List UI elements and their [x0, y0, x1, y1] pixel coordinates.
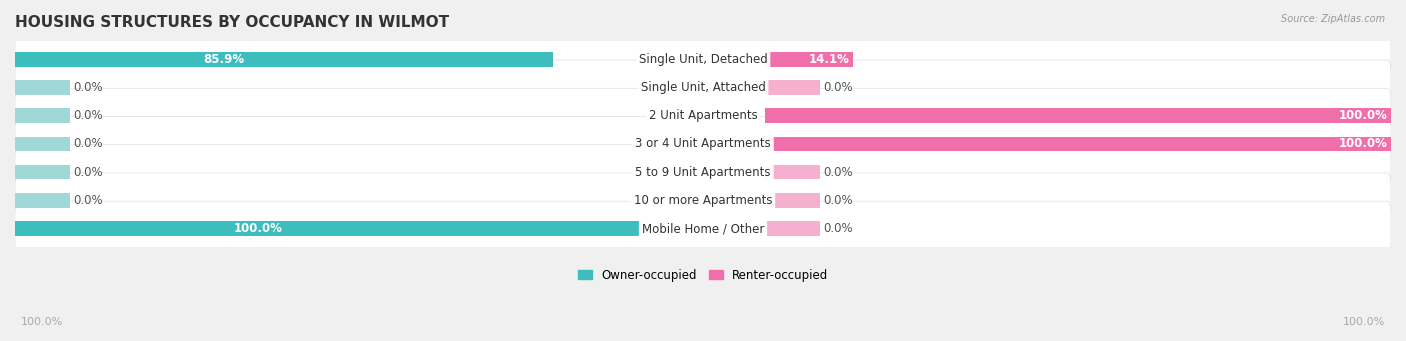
Text: 0.0%: 0.0% [824, 222, 853, 235]
Bar [765, 193, 820, 208]
Text: 100.0%: 100.0% [1339, 109, 1388, 122]
Bar [15, 217, 1391, 240]
Text: 85.9%: 85.9% [204, 53, 245, 66]
Text: 2 Unit Apartments: 2 Unit Apartments [648, 109, 758, 122]
Bar [15, 165, 70, 179]
Text: 0.0%: 0.0% [824, 166, 853, 179]
Text: Single Unit, Attached: Single Unit, Attached [641, 81, 765, 94]
Text: 14.1%: 14.1% [808, 53, 849, 66]
FancyBboxPatch shape [15, 201, 1391, 256]
Bar [15, 136, 70, 151]
Text: Single Unit, Detached: Single Unit, Detached [638, 53, 768, 66]
Text: 100.0%: 100.0% [235, 222, 283, 235]
Text: 10 or more Apartments: 10 or more Apartments [634, 194, 772, 207]
Bar [765, 165, 820, 179]
Text: 0.0%: 0.0% [73, 137, 103, 150]
Text: Mobile Home / Other: Mobile Home / Other [641, 222, 765, 235]
Bar [15, 132, 1391, 156]
Bar [15, 108, 70, 123]
Text: 100.0%: 100.0% [1343, 317, 1385, 327]
Bar [15, 104, 1391, 128]
Text: 0.0%: 0.0% [824, 81, 853, 94]
Bar [765, 221, 820, 236]
Bar [15, 75, 1391, 100]
FancyBboxPatch shape [15, 32, 1391, 87]
Bar [15, 160, 1391, 184]
Text: 0.0%: 0.0% [824, 194, 853, 207]
Text: 0.0%: 0.0% [73, 194, 103, 207]
Bar [15, 52, 553, 66]
Text: 5 to 9 Unit Apartments: 5 to 9 Unit Apartments [636, 166, 770, 179]
Bar [15, 47, 1391, 71]
Text: 3 or 4 Unit Apartments: 3 or 4 Unit Apartments [636, 137, 770, 150]
Legend: Owner-occupied, Renter-occupied: Owner-occupied, Renter-occupied [572, 264, 834, 286]
Bar [765, 52, 853, 66]
Text: 0.0%: 0.0% [73, 166, 103, 179]
Text: 100.0%: 100.0% [21, 317, 63, 327]
Bar [15, 193, 70, 208]
FancyBboxPatch shape [15, 173, 1391, 228]
Bar [765, 136, 1391, 151]
Bar [765, 80, 820, 95]
Text: Source: ZipAtlas.com: Source: ZipAtlas.com [1281, 14, 1385, 24]
Text: HOUSING STRUCTURES BY OCCUPANCY IN WILMOT: HOUSING STRUCTURES BY OCCUPANCY IN WILMO… [15, 15, 449, 30]
Bar [15, 188, 1391, 212]
FancyBboxPatch shape [15, 145, 1391, 199]
Bar [15, 80, 70, 95]
Text: 0.0%: 0.0% [73, 109, 103, 122]
FancyBboxPatch shape [15, 88, 1391, 143]
Text: 0.0%: 0.0% [73, 81, 103, 94]
Text: 100.0%: 100.0% [1339, 137, 1388, 150]
Bar [15, 221, 641, 236]
FancyBboxPatch shape [15, 117, 1391, 171]
FancyBboxPatch shape [15, 60, 1391, 115]
Bar [765, 108, 1391, 123]
